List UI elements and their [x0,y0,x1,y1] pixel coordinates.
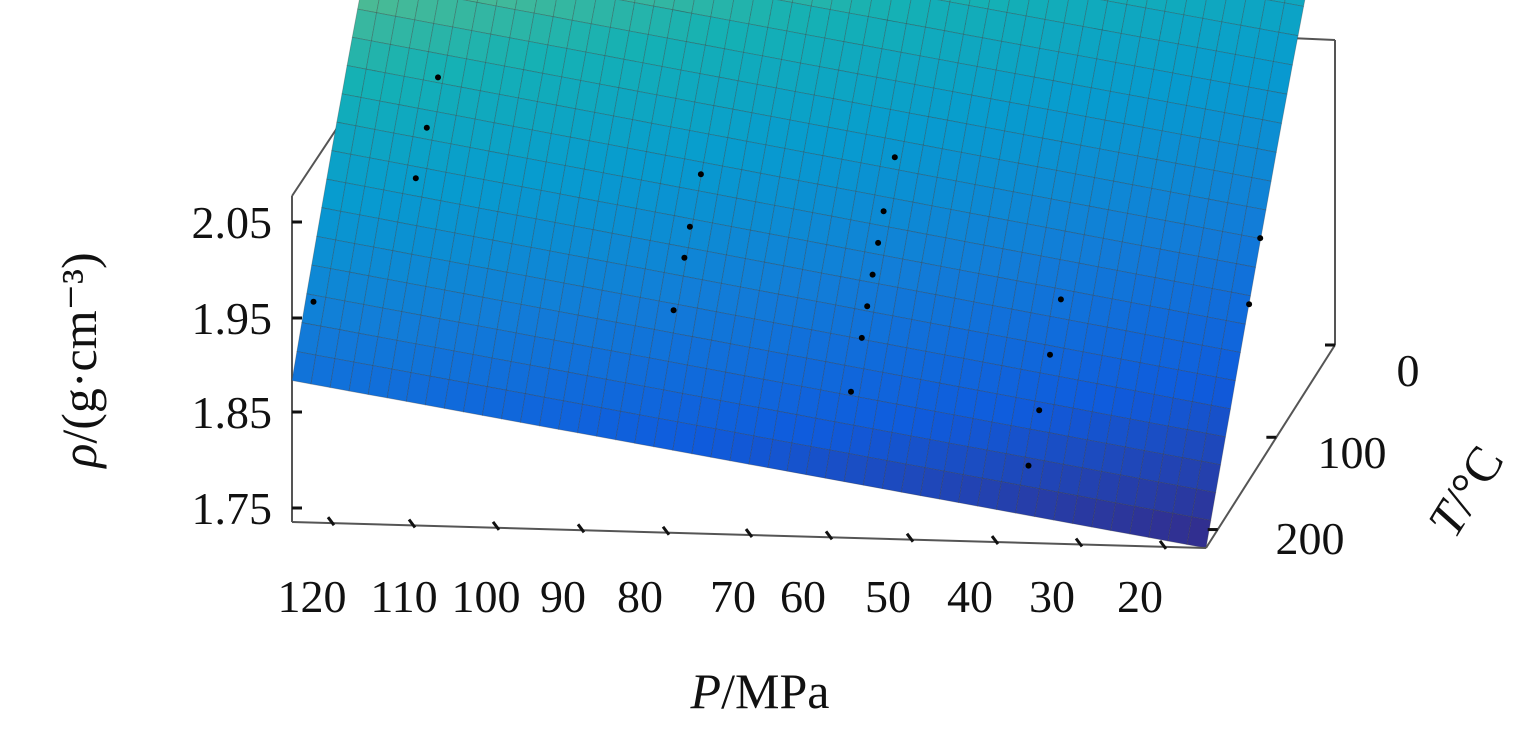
measured-point [686,223,693,230]
x-tick-mark [576,523,586,534]
measured-point [670,307,677,314]
measured-point [869,271,876,278]
measured-point [697,171,704,178]
x-axis-label: P/MPa [690,663,830,719]
measured-point [310,298,317,305]
measured-point [880,208,887,215]
x-tick-mark [905,532,915,543]
x-tick-mark [407,518,417,529]
measured-point [864,303,871,310]
x-tick-mark [1074,537,1084,548]
z-tick-label: 2.05 [192,197,273,248]
x-tick-label: 70 [710,571,756,622]
z-axis-label: ρ/(g·cm⁻³) [51,252,107,469]
measured-point [848,388,854,395]
measured-point [875,239,882,246]
y-tick-label: 100 [1318,427,1387,478]
measured-point [423,124,430,131]
y-axis-label: T/°C [1417,436,1515,546]
y-tick-label: 200 [1276,513,1345,564]
density-surface [291,0,1306,549]
x-tick-label: 120 [278,571,347,622]
y-tick-label: 0 [1397,345,1420,396]
z-tick-label: 1.75 [192,483,273,534]
x-tick-label: 90 [540,571,586,622]
x-tick-mark [661,525,671,536]
measured-point [1036,407,1043,414]
measured-point [858,334,865,341]
x-tick-label: 50 [865,571,911,622]
measured-point [1057,296,1064,303]
x-tick-label: 60 [780,571,826,622]
x-tick-label: 110 [370,571,437,622]
measured-points [310,74,1264,469]
x-tick-label: 40 [947,571,993,622]
measured-point [891,154,898,161]
x-tick-label: 20 [1117,571,1163,622]
measured-point [681,254,688,261]
measured-point [1025,462,1032,469]
x-tick-mark [990,535,1000,545]
z-tick-label: 1.85 [192,387,273,438]
x-tick-mark [491,520,501,531]
x-tick-mark [744,528,754,538]
y-axis-line [1205,344,1336,549]
x-tick-mark [1158,539,1168,550]
x-tick-label: 100 [452,571,521,622]
x-tick-label: 80 [617,571,663,622]
measured-point [1246,301,1253,308]
measured-point [1257,235,1264,242]
x-tick-label: 30 [1029,571,1075,622]
measured-point [435,74,441,81]
measured-point [1047,351,1053,358]
axis-ticks: 1.75 1.85 1.95 2.05 120 110 100 90 80 70 60 50 40 30 2… [192,197,1420,622]
x-tick-mark [824,530,834,541]
measured-point [412,175,419,182]
x-tick-mark [326,516,336,527]
z-tick-label: 1.95 [192,293,273,344]
